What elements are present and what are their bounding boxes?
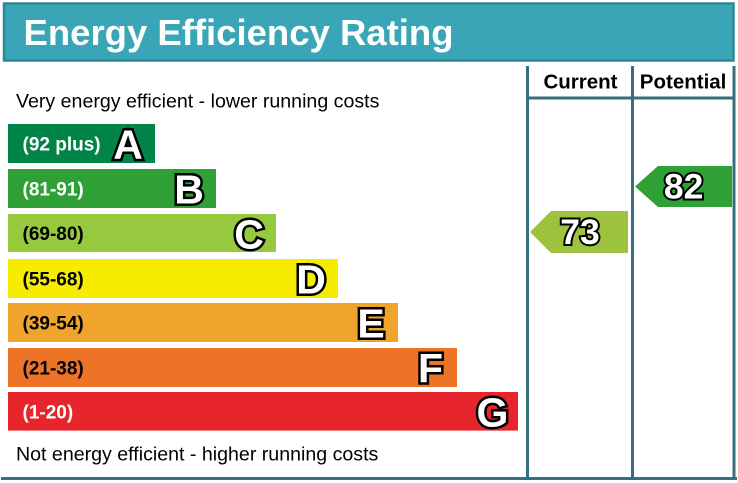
- svg-text:B: B: [174, 166, 204, 212]
- svg-text:D: D: [296, 256, 326, 302]
- svg-text:F: F: [418, 345, 443, 391]
- svg-text:C: C: [234, 211, 264, 257]
- svg-text:E: E: [357, 300, 384, 346]
- svg-text:(92 plus): (92 plus): [23, 135, 101, 156]
- svg-text:(69-80): (69-80): [23, 224, 84, 245]
- svg-text:G: G: [477, 389, 509, 435]
- svg-text:Energy Efficiency Rating: Energy Efficiency Rating: [24, 12, 454, 53]
- svg-text:82: 82: [664, 167, 704, 207]
- svg-text:(55-68): (55-68): [23, 270, 84, 291]
- svg-text:(81-91): (81-91): [23, 180, 84, 201]
- svg-text:A: A: [113, 121, 143, 167]
- svg-text:(39-54): (39-54): [23, 314, 84, 335]
- svg-text:Current: Current: [543, 71, 617, 94]
- svg-text:(1-20): (1-20): [23, 402, 74, 423]
- svg-text:Not energy efficient - higher: Not energy efficient - higher running co…: [16, 444, 379, 466]
- svg-text:73: 73: [560, 212, 600, 252]
- svg-text:Potential: Potential: [640, 71, 727, 94]
- svg-text:Very energy efficient - lower: Very energy efficient - lower running co…: [16, 91, 380, 113]
- svg-text:(21-38): (21-38): [23, 359, 84, 380]
